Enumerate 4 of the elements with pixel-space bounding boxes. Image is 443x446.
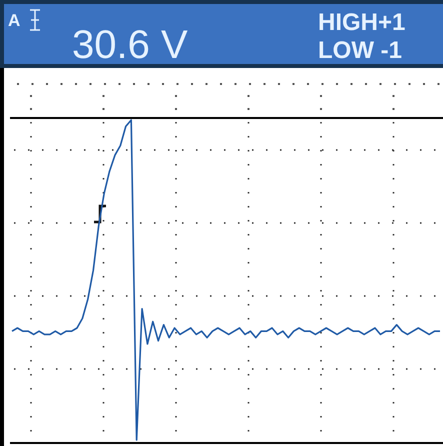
- text: A: [8, 11, 20, 30]
- chart-title: 30.6 V: [72, 23, 188, 67]
- text: HIGH+1: [318, 9, 406, 36]
- text: LOW -1: [318, 37, 402, 64]
